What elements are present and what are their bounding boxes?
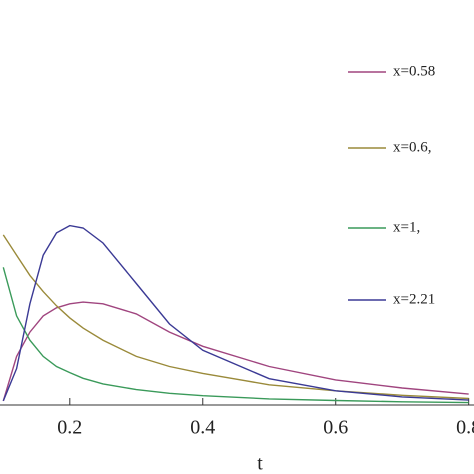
series-line [2, 301, 469, 402]
legend-label: x=0.6, [393, 139, 431, 155]
series-line [2, 267, 469, 404]
x-tick-label: 0.4 [190, 417, 215, 439]
x-tick-label: 0.2 [57, 417, 82, 439]
x-tick-label: 0.8 [456, 417, 474, 439]
x-tick-label: 0.6 [323, 417, 348, 439]
x-axis-label: t [257, 453, 263, 474]
legend-label: x=0.58 [393, 63, 435, 79]
legend-label: x=1, [393, 219, 420, 235]
series-line [2, 234, 469, 400]
series-line [2, 224, 469, 402]
legend-label: x=2.21 [393, 291, 435, 307]
